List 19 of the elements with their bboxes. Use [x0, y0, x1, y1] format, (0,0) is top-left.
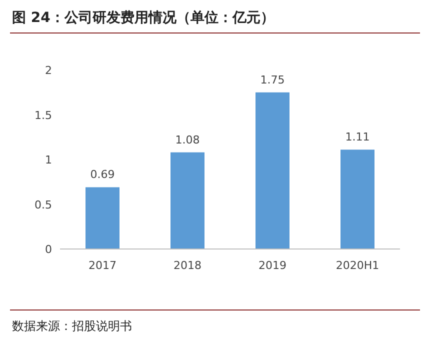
x-tick-label: 2019: [258, 259, 286, 272]
data-label: 1.08: [175, 133, 200, 146]
bar: [86, 187, 120, 249]
chart-title: 图 24：公司研发费用情况（单位：亿元）: [12, 10, 274, 26]
x-tick-label: 2018: [174, 259, 202, 272]
bar: [256, 92, 290, 249]
x-tick-label: 2017: [88, 259, 116, 272]
x-tick-label: 2020H1: [336, 259, 380, 272]
y-tick-label: 0: [45, 243, 52, 256]
bar: [340, 150, 374, 249]
data-label: 0.69: [90, 168, 115, 182]
data-label: 1.11: [345, 130, 370, 144]
bar: [170, 152, 204, 249]
y-tick-label: 2: [45, 64, 52, 77]
data-label: 1.75: [260, 73, 285, 86]
y-tick-label: 1.5: [34, 108, 52, 122]
source-note: 数据来源：招股说明书: [12, 319, 132, 333]
y-tick-label: 1: [45, 154, 52, 166]
y-tick-label: 0.5: [34, 198, 52, 212]
